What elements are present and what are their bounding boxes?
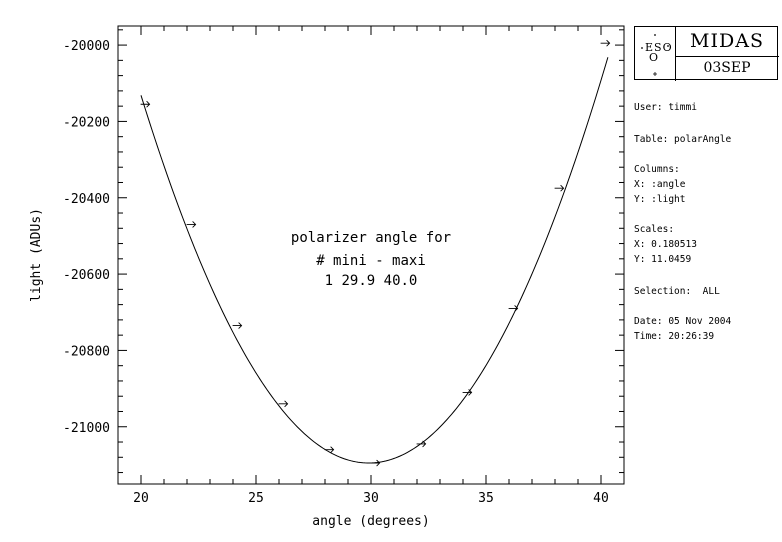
y-tick-label: -21000: [63, 421, 110, 436]
y-tick-label: -20600: [63, 268, 110, 283]
info-columns-header: Columns:: [634, 164, 680, 175]
eso-logo-text: ESO: [645, 41, 673, 54]
data-points: [140, 39, 611, 467]
info-column-y: Y: :light: [634, 194, 686, 205]
x-axis-label: angle (degrees): [312, 514, 429, 529]
eso-logo-icon: [641, 34, 669, 76]
info-time: Time: 20:26:39: [634, 331, 715, 342]
x-tick-label: 35: [478, 491, 494, 506]
logo-divider-horizontal: [675, 56, 779, 57]
axis-ticks: [117, 26, 625, 484]
annotation-line-3: 1 29.9 40.0: [325, 273, 418, 289]
data-point: [278, 400, 289, 408]
x-tick-label: 25: [248, 491, 264, 506]
logo-divider-vertical: [675, 27, 676, 81]
data-point: [186, 221, 197, 228]
annotation-line-2: # mini - maxi: [316, 253, 426, 269]
data-point: [600, 39, 611, 47]
x-tick-label: 40: [593, 491, 609, 506]
annotation: polarizer angle for # mini - maxi 1 29.9…: [291, 230, 451, 289]
data-point: [232, 322, 243, 329]
y-tick-label: -20000: [63, 39, 110, 54]
info-selection: Selection: ALL: [634, 286, 720, 297]
info-scale-y: Y: 11.0459: [634, 254, 692, 265]
x-tick-label: 30: [363, 491, 379, 506]
midas-version: 03SEP: [703, 60, 751, 76]
midas-title: MIDAS: [690, 30, 764, 52]
data-point: [140, 100, 151, 108]
info-table: Table: polarAngle: [634, 134, 732, 145]
x-tick-label: 20: [133, 491, 149, 506]
data-point: [508, 305, 519, 312]
annotation-line-1: polarizer angle for: [291, 230, 451, 246]
info-scale-x: X: 0.180513: [634, 239, 697, 250]
y-tick-label: -20800: [63, 344, 110, 359]
midas-logo-box: ESO O MIDAS 03SEP: [634, 26, 779, 81]
chart: 20 25 30 35 40 -20000 -20200 -20400 -20600 -2080…: [29, 25, 625, 529]
data-point: [324, 446, 335, 453]
info-column-x: X: :angle: [634, 179, 686, 190]
x-tick-labels: 20 25 30 35 40: [133, 491, 609, 506]
eso-logo-o: O: [649, 51, 659, 64]
y-tick-label: -20200: [63, 115, 110, 130]
info-scales-header: Scales:: [634, 224, 675, 235]
data-point: [370, 459, 381, 467]
data-point: [554, 184, 565, 192]
data-point: [416, 440, 427, 448]
y-tick-labels: -20000 -20200 -20400 -20600 -20800 -21000: [63, 39, 110, 436]
y-tick-label: -20400: [63, 192, 110, 207]
y-axis-label: light (ADUs): [29, 208, 44, 302]
info-user: User: timmi: [634, 102, 697, 113]
info-date: Date: 05 Nov 2004: [634, 316, 732, 327]
data-point: [462, 389, 473, 396]
